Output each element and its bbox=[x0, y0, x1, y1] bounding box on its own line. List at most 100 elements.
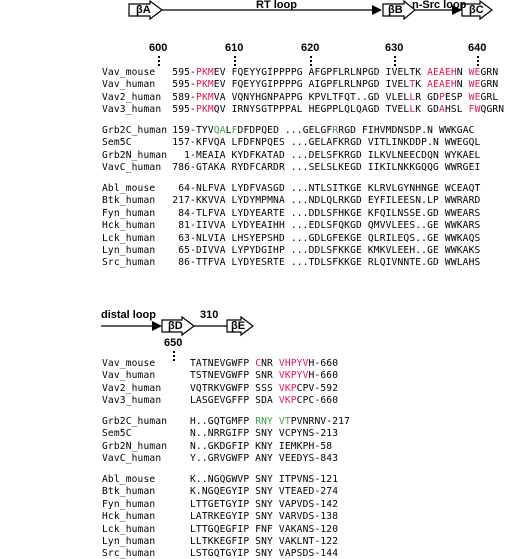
sequence-residues: NLVIA LHSYEPSHD ...GDLGFEKGE QLRILEQS..G… bbox=[196, 232, 481, 244]
sequence-residues: TATNEVGWFP bbox=[190, 358, 256, 369]
sequence-residues: QGRN bbox=[480, 104, 505, 116]
sequence-residues: H-660 bbox=[308, 370, 339, 382]
beta-e-label: βE bbox=[231, 320, 246, 332]
tick-620 bbox=[310, 56, 312, 68]
sequence-residues: VQTRKVGWFP SSS bbox=[190, 382, 279, 394]
sequence-start-position: 64- bbox=[178, 183, 196, 194]
sequence-name: VavC_human bbox=[102, 453, 162, 465]
alignment-row: Hck_human LATRKEGYIP SNY VARVDS-138 bbox=[102, 511, 338, 522]
sequence-name: Sem5C bbox=[102, 428, 132, 440]
highlighted-residues-green: RNY bbox=[255, 416, 273, 427]
beta-b-arrow bbox=[382, 0, 416, 21]
beta-b-label: βB bbox=[388, 4, 403, 16]
alignment-row: Lck_human 63-NLVIA LHSYEPSHD ...GDLGFEKGE… bbox=[102, 233, 480, 244]
sequence-name: Sem5C bbox=[102, 137, 132, 149]
position-620: 620 bbox=[301, 42, 320, 54]
tick-600 bbox=[158, 56, 160, 68]
alignment-row: Vav3_human 595-PKMQV IRNYSGTPPPAL HEGPPLQ… bbox=[102, 104, 504, 115]
sequence-residues: EV FQEYYGIPPPPG AFGPFLRLNPGD IVELTK bbox=[213, 67, 428, 78]
sequence-residues: DFDPQED ...GELGF bbox=[237, 125, 333, 136]
rt-loop-label: RT loop bbox=[256, 0, 297, 11]
highlighted-residues-green: R bbox=[332, 125, 339, 136]
alignment-row: Sem5C 157-KFVQA LFDFNPQES ...GELAFKRGD VI… bbox=[102, 137, 480, 148]
sequence-start-position: 86- bbox=[178, 257, 196, 269]
highlighted-residues-red: KM bbox=[201, 79, 214, 91]
sequence-start-position: 595- bbox=[172, 67, 196, 78]
beta-c-arrow bbox=[461, 0, 493, 21]
sequence-residues: H..GQTGMFP bbox=[190, 416, 256, 427]
three-ten-label: 310 bbox=[200, 309, 219, 321]
highlighted-residues-red: P bbox=[439, 91, 445, 103]
sequence-name: Fyn_human bbox=[102, 207, 156, 219]
sequence-start-position: 63- bbox=[178, 232, 196, 244]
position-640: 640 bbox=[468, 42, 487, 54]
sequence-name: Grb2N_human bbox=[102, 440, 168, 452]
highlighted-residues-green: F bbox=[231, 125, 238, 136]
sequence-residues: NR bbox=[261, 358, 279, 369]
sequence-residues: R GD bbox=[415, 91, 440, 103]
alignment-row: VavC_human Y..GRVGWFP ANY VEEDYS-843 bbox=[102, 453, 338, 464]
sequence-start-position: 595- bbox=[172, 79, 196, 91]
sequence-residues: MEAIA KYDFKATAD ...DELSFKRGD ILKVLNEECDQ… bbox=[196, 149, 481, 161]
sequence-residues: K bbox=[415, 79, 428, 91]
highlighted-residues-red: VKPYV bbox=[278, 370, 309, 382]
sequence-name: VavC_human bbox=[102, 162, 162, 174]
sequence-residues: CPV-592 bbox=[296, 382, 339, 394]
alignment-row: Grb2C_human 159-TYVQALFDFDPQED ...GELGFRR… bbox=[102, 125, 475, 136]
sequence-residues: K GD bbox=[415, 104, 440, 116]
sequence-name: Lck_human bbox=[102, 232, 156, 244]
sequence-residues: KFVQA LFDFNPQES ...GELAFKRGD VITLINKDDP.… bbox=[196, 137, 481, 149]
sequence-name: Abl_mouse bbox=[102, 474, 156, 485]
sequence-residues: RGD FIHVMDNSDP.N WWKGAC bbox=[338, 125, 475, 136]
sequence-residues: QV IRNYSGTPPPAL HEGPPLQLQAGD TVEL bbox=[213, 104, 410, 116]
sequence-name: Vav2_human bbox=[102, 91, 162, 103]
sequence-name: Abl_mouse bbox=[102, 183, 156, 194]
sequence-name: Vav3_human bbox=[102, 395, 162, 407]
alignment-row: Vav2_human 589-PKMVA VQNYHGNPAPPG KPVLTFQ… bbox=[102, 92, 498, 103]
alignment-row: Lyn_human 65-DIVVA LYPYDGIHP ...DDLSFKKGE… bbox=[102, 245, 480, 256]
position-630: 630 bbox=[385, 42, 404, 54]
highlighted-residues-red: WE bbox=[468, 91, 481, 103]
highlighted-residues-green: VT bbox=[278, 416, 291, 427]
sequence-residues: DIVVA LYPYDGIHP ...DDLSFKKGE KMKVLEEH..G… bbox=[196, 245, 481, 256]
sequence-name: Vav_mouse bbox=[102, 358, 156, 369]
sequence-name: Fyn_human bbox=[102, 498, 156, 510]
distal-loop-arrow bbox=[101, 321, 162, 331]
alignment-row: Vav3_human LASGEVGFFP SDA VKPCPC-660 bbox=[102, 395, 338, 406]
highlighted-residues-red: P bbox=[196, 104, 202, 116]
rt-loop-arrow bbox=[162, 5, 382, 15]
sequence-residues: K.NGQEGYIP SNY VTEAED-274 bbox=[190, 486, 339, 498]
highlighted-residues-red: VKP bbox=[278, 395, 297, 407]
tick-650 bbox=[173, 351, 175, 363]
sequence-residues: EV FQEYYGIPPPPG AIGPFLRLNPGD IVEL bbox=[213, 79, 410, 91]
sequence-name: Lyn_human bbox=[102, 536, 156, 547]
position-610: 610 bbox=[225, 42, 244, 54]
highlighted-residues-red: KM bbox=[201, 104, 214, 116]
sequence-residues: H-660 bbox=[308, 358, 339, 369]
highlighted-residues-red: P bbox=[196, 79, 202, 91]
beta-d-label: βD bbox=[168, 320, 183, 332]
highlighted-residues-red: KM bbox=[201, 91, 214, 103]
sequence-name: Src_human bbox=[102, 548, 156, 559]
sequence-residues: GTAKA RYDFCARDR ...SELSLKEGD IIKILNKKGQQ… bbox=[196, 162, 481, 174]
sequence-start-position: 84- bbox=[178, 207, 196, 219]
alignment-row: Vav2_human VQTRKVGWFP SSS VKPCPV-592 bbox=[102, 383, 338, 394]
highlighted-residues-red: AEAEH bbox=[427, 67, 457, 78]
alignment-row: Grb2N_human 1-MEAIA KYDFKATAD ...DELSFKRG… bbox=[102, 150, 480, 161]
alignment-row: Vav_mouse TATNEVGWFP CNR VHPYVH-660 bbox=[102, 358, 338, 369]
sequence-name: Vav_human bbox=[102, 370, 156, 382]
sequence-residues: CPC-660 bbox=[296, 395, 339, 407]
highlighted-residues-red: VHPYV bbox=[278, 358, 309, 369]
alignment-row: Vav_human TSTNEVGWFP SNR VKPYVH-660 bbox=[102, 370, 338, 381]
sequence-residues: N..NRRGIFP SNY VCPYNS-213 bbox=[190, 428, 339, 440]
sequence-residues: N bbox=[456, 79, 469, 91]
beta-a-label: βA bbox=[136, 4, 151, 16]
beta-a-arrow bbox=[128, 0, 163, 21]
alignment-row: Lck_human LTTGQEGFIP FNF VAKANS-120 bbox=[102, 524, 338, 535]
highlighted-residues-red: WE bbox=[468, 79, 481, 91]
sequence-residues: HSL bbox=[444, 104, 469, 116]
highlighted-residues-red: WE bbox=[468, 67, 481, 78]
sequence-start-position: 786- bbox=[172, 162, 196, 174]
sequence-residues: GRN bbox=[480, 79, 499, 91]
sequence-start-position: 589- bbox=[172, 91, 196, 103]
